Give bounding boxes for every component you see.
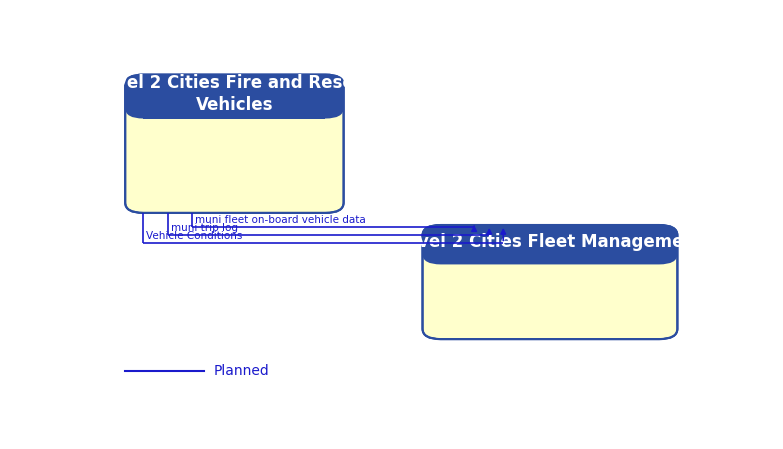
Text: Level 2 Cities Fire and Rescue
Vehicles: Level 2 Cities Fire and Rescue Vehicles [94,74,375,114]
FancyBboxPatch shape [125,75,344,213]
Text: muni trip log: muni trip log [171,223,238,233]
Text: Level 2 Cities Fleet Management: Level 2 Cities Fleet Management [396,233,704,251]
FancyBboxPatch shape [423,225,677,264]
Text: Vehicle Conditions: Vehicle Conditions [146,231,243,241]
FancyBboxPatch shape [423,225,677,339]
Text: Planned: Planned [213,364,269,378]
Bar [441,256,659,264]
Bar [143,110,326,119]
FancyBboxPatch shape [125,75,344,119]
Text: muni fleet on-board vehicle data: muni fleet on-board vehicle data [195,215,366,224]
